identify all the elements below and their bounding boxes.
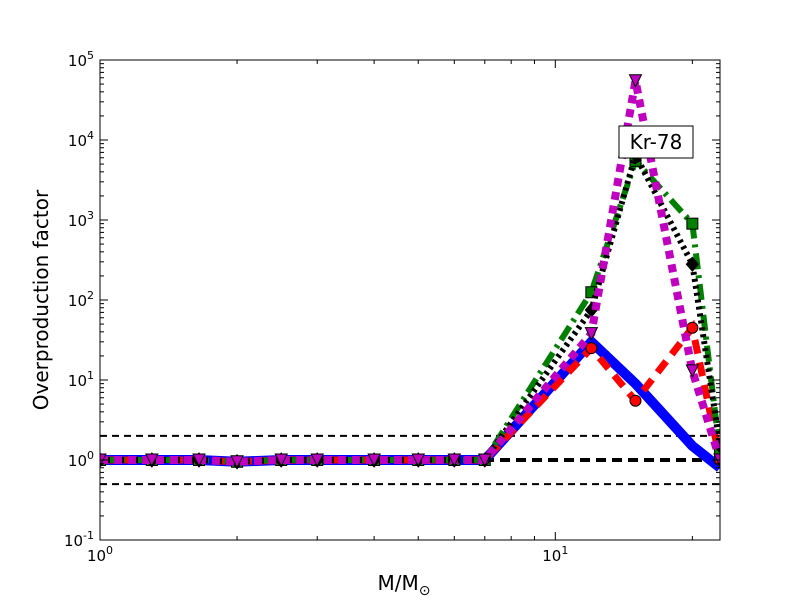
annotation-box: Kr-78	[618, 125, 694, 159]
x-tick-label: 100	[87, 544, 113, 565]
x-tick-exp: 0	[106, 544, 113, 557]
y-tick-label: 102	[68, 289, 94, 310]
data-point	[274, 453, 288, 468]
data-point	[192, 453, 206, 468]
x-tick-base: 10	[542, 547, 561, 565]
data-point	[411, 453, 426, 468]
y-axis-title: Overproduction factor	[29, 189, 53, 410]
annotation-frame	[618, 125, 694, 159]
x-axis-title-sub: ⊙	[419, 583, 431, 599]
y-tick-exp: -1	[83, 529, 94, 542]
data-point	[685, 256, 700, 272]
data-point	[585, 342, 598, 355]
series-line	[100, 80, 720, 466]
y-tick-exp: 0	[87, 449, 94, 462]
data-point	[686, 217, 699, 230]
y-tick-exp: 1	[87, 369, 94, 382]
data-point	[629, 394, 642, 407]
data-point	[367, 453, 381, 468]
data-point	[145, 453, 159, 468]
y-tick-base: 10	[68, 212, 87, 230]
y-tick-label: 104	[68, 129, 94, 150]
data-point	[628, 74, 643, 88]
y-tick-label: 10-1	[64, 529, 94, 550]
y-tick-label: 100	[68, 449, 94, 470]
annotation-label: Kr-78	[630, 130, 683, 154]
y-tick-exp: 5	[87, 49, 94, 62]
data-point	[230, 455, 244, 469]
data-point	[685, 364, 700, 379]
y-tick-base: 10	[64, 532, 83, 550]
y-tick-base: 10	[68, 52, 87, 70]
y-tick-label: 101	[68, 369, 94, 390]
x-tick-base: 10	[87, 547, 106, 565]
x-axis-title: M/M⊙	[378, 571, 431, 599]
y-tick-base: 10	[68, 372, 87, 390]
y-tick-exp: 4	[87, 129, 94, 142]
x-tick-label: 101	[542, 544, 568, 565]
x-tick-exp: 1	[561, 544, 568, 557]
y-tick-label: 103	[68, 209, 94, 230]
x-axis-title-main: M/M	[378, 571, 419, 595]
series-layer	[100, 74, 720, 472]
data-point	[686, 321, 699, 334]
data-point	[447, 453, 462, 468]
y-tick-label: 105	[68, 49, 94, 70]
data-point	[310, 453, 325, 468]
y-tick-exp: 3	[87, 209, 94, 222]
data-point	[477, 453, 492, 468]
y-tick-exp: 2	[87, 289, 94, 302]
y-tick-base: 10	[68, 132, 87, 150]
data-point	[584, 327, 599, 341]
y-tick-base: 10	[68, 452, 87, 470]
y-tick-base: 10	[68, 292, 87, 310]
